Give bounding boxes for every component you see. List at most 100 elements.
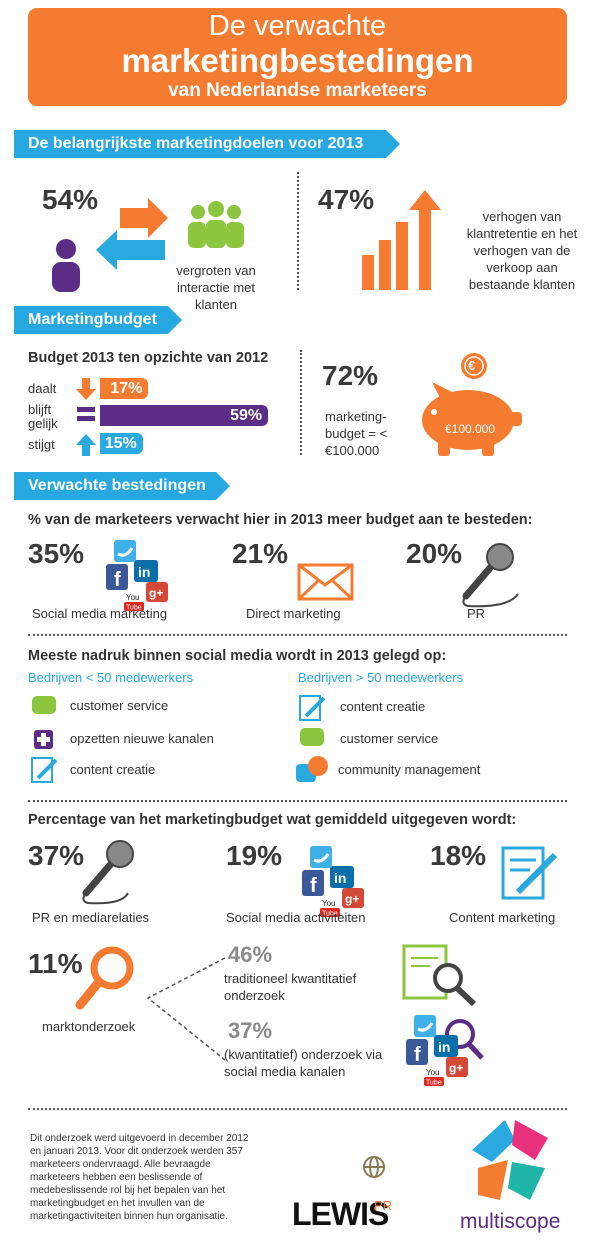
social-icon-part	[146, 582, 168, 602]
microphone-icon	[462, 543, 519, 608]
multiscope-logo	[472, 1120, 548, 1200]
social-icon-part	[310, 846, 332, 868]
item-label: PR en mediarelaties	[32, 910, 150, 925]
list-item: customer service	[340, 731, 439, 746]
social-icon-part	[302, 870, 324, 896]
budget-icons	[76, 378, 96, 456]
header-line: De verwachte	[208, 10, 387, 42]
percent: 18%	[430, 840, 487, 871]
row-label: blijft gelijk	[28, 402, 58, 431]
coin-label: €	[468, 358, 476, 373]
social-icon-part: f	[414, 1044, 421, 1066]
divider	[297, 172, 299, 290]
social-icon-part	[134, 560, 158, 582]
header-line: van Nederlandse marketeers	[168, 80, 427, 101]
exchange-arrows	[96, 198, 168, 270]
item-label: Social media marketing	[32, 606, 168, 621]
row-label: daalt	[28, 381, 57, 396]
section-heading: Percentage van het marketingbudget wat g…	[28, 812, 517, 828]
percent: 11%	[28, 948, 83, 979]
social-icon-part: g+	[345, 892, 359, 906]
person-icon	[52, 239, 80, 292]
list-item: opzetten nieuwe kanalen	[70, 731, 214, 746]
divider	[300, 350, 302, 455]
social-icon-part	[342, 888, 364, 908]
social-icon-part: You	[126, 593, 140, 602]
social-icon-part: in	[438, 1039, 450, 1055]
multiscope-logo-text: multiscope	[460, 1210, 561, 1233]
lewis-globe	[363, 1156, 385, 1178]
piggy-label: €100.000	[444, 422, 496, 436]
social-icons: f in g+ You Tube	[106, 540, 168, 612]
percent: 72%	[322, 360, 379, 391]
small-icons	[31, 695, 328, 783]
list-item: community management	[338, 762, 481, 777]
question: % van de marketeers verwacht hier in 201…	[28, 512, 533, 528]
goal-text: verhogen van klantretentie en het verhog…	[466, 209, 578, 292]
magnifier-icon	[75, 946, 134, 1010]
social-icon-part	[424, 1077, 444, 1086]
list-item: content creatie	[340, 699, 426, 714]
envelope-icon	[297, 563, 354, 601]
item-label: Direct marketing	[246, 606, 341, 621]
research-icon	[402, 944, 477, 1007]
social-icon-part	[434, 1035, 458, 1057]
social-icon-part: in	[334, 870, 346, 886]
bar-label: 15%	[104, 435, 137, 452]
item-label: PR	[467, 606, 486, 621]
social-icon-part: in	[138, 564, 150, 580]
social-icon-part	[320, 908, 340, 917]
section-tab: Marketingbudget	[14, 306, 182, 334]
percent: 35%	[28, 538, 85, 569]
stat-text: marketing-budget = < €100.000	[325, 409, 388, 458]
group-title: Bedrijven < 50 medewerkers	[28, 670, 194, 685]
bracket	[146, 957, 226, 1061]
percent: 37%	[28, 840, 85, 871]
social-icon-part: f	[310, 875, 317, 897]
social-icon-part	[124, 602, 144, 611]
social-icon-part	[406, 1039, 428, 1065]
microphone-icon	[82, 840, 134, 905]
item-label: Social media activiteiten	[226, 910, 366, 925]
sub-label: (kwantitatief) onderzoek via social medi…	[224, 1047, 383, 1079]
social-icon-part	[446, 1057, 468, 1077]
social-icon-part	[330, 866, 354, 888]
social-icon-part	[313, 853, 330, 863]
list-item: content creatie	[70, 762, 156, 777]
social-icon-part: f	[114, 569, 121, 591]
percent: 54%	[42, 184, 99, 215]
social-icon-part: g+	[149, 586, 163, 600]
budget-bar: 59%	[100, 405, 269, 426]
social-icon-part: You	[426, 1068, 440, 1077]
item-label: Content marketing	[449, 910, 556, 925]
subtitle: Budget 2013 ten opzichte van 2012	[28, 350, 269, 366]
divider	[28, 800, 567, 802]
social-icon-part	[417, 1022, 434, 1032]
sub-percent: 37%	[228, 1018, 273, 1043]
document-icon	[501, 846, 558, 900]
bar-label: 59%	[230, 407, 263, 424]
percent: 19%	[226, 840, 283, 871]
section-tab: Verwachte bestedingen	[14, 472, 230, 500]
divider	[28, 1108, 567, 1110]
lewis-logo: LEWIS	[292, 1196, 389, 1232]
group-title: Bedrijven > 50 medewerkers	[298, 670, 464, 685]
budget-bars: 17% 59% 15%	[100, 378, 290, 458]
list-item: customer service	[70, 698, 169, 713]
bar-label: 17%	[110, 380, 143, 397]
section-heading: Meeste nadruk binnen social media wordt …	[28, 648, 447, 664]
group-icon	[188, 201, 244, 248]
header-line: marketingbestedingen	[121, 42, 474, 79]
percent: 20%	[406, 538, 463, 569]
budget-bar: 17%	[100, 378, 149, 399]
social-icon-part	[114, 540, 136, 562]
social-icon-part: Tube	[426, 1080, 442, 1087]
goal-text: vergroten van interactie met klanten	[176, 263, 256, 312]
section-tab: De belangrijkste marketingdoelen voor 20…	[14, 130, 400, 158]
growth-icon	[362, 190, 441, 290]
sub-percent: 46%	[228, 942, 273, 967]
social-icon-part: You	[322, 899, 336, 908]
social-icon-part: g+	[449, 1061, 463, 1075]
